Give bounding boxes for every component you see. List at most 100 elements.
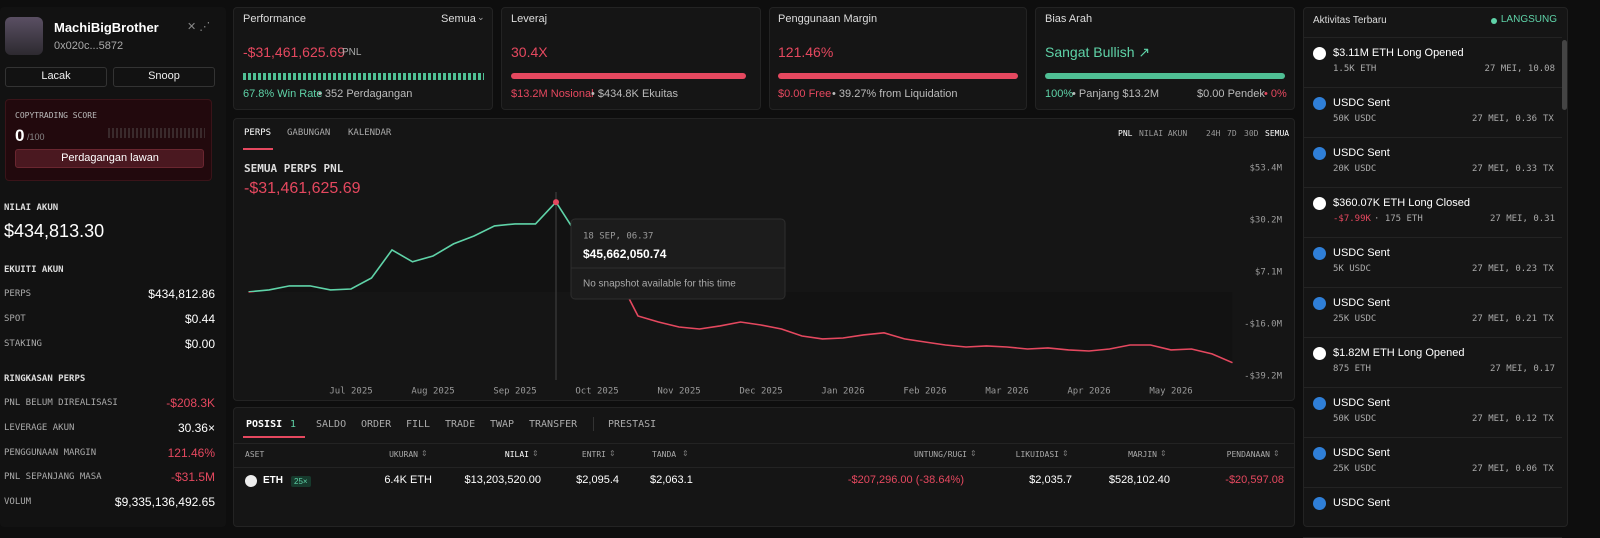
position-tab[interactable]: TWAP xyxy=(490,419,515,430)
activity-title-text[interactable]: USDC Sent xyxy=(1333,497,1390,509)
chart-toggle[interactable]: PNL xyxy=(1118,129,1133,138)
column-header[interactable]: TANDA xyxy=(652,450,677,459)
divider xyxy=(1303,137,1562,138)
activity-icon xyxy=(1313,397,1326,410)
card xyxy=(769,7,1027,110)
sidebar-panel xyxy=(0,7,226,527)
sort-icon: ⇕ xyxy=(682,449,689,458)
activity-sub: 50K USDC xyxy=(1333,414,1377,424)
button[interactable] xyxy=(113,67,215,87)
tx-link[interactable]: TX xyxy=(1543,264,1554,274)
column-header[interactable]: ASET xyxy=(245,450,265,459)
chart-tab[interactable]: GABUNGAN xyxy=(287,128,331,138)
button-label[interactable]: Perdagangan lawan xyxy=(61,152,159,164)
short: $0.00 Pendek xyxy=(1197,88,1265,100)
activity-time: 27 MEI, 10.08 xyxy=(1484,64,1555,74)
y-tick-label: -$16.0M xyxy=(1244,319,1283,329)
activity-title-text[interactable]: USDC Sent xyxy=(1333,397,1390,409)
sort-icon: ⇕ xyxy=(532,449,539,458)
count: 1 xyxy=(290,419,297,430)
sort-icon: ⇕ xyxy=(421,449,428,458)
activity-icon xyxy=(1313,297,1326,310)
range[interactable]: 24H xyxy=(1206,129,1221,138)
position-tab[interactable]: ORDER xyxy=(361,419,392,430)
score-label: COPYTRADING SCORE xyxy=(15,111,97,120)
score-max: /100 xyxy=(27,132,45,142)
liquidation: • 39.27% from Liquidation xyxy=(832,88,958,100)
activity-title-text[interactable]: $1.82M ETH Long Opened xyxy=(1333,347,1465,359)
card-title: Leveraj xyxy=(511,13,548,25)
activity-icon xyxy=(1313,447,1326,460)
row-value: -$208.3K xyxy=(166,396,215,410)
tooltip-note: No snapshot available for this time xyxy=(583,279,736,290)
leverage-bar xyxy=(511,73,746,79)
position-tab[interactable]: PRESTASI xyxy=(608,419,657,430)
column-header[interactable]: MARJIN xyxy=(1128,450,1157,459)
activity-title-text[interactable]: USDC Sent xyxy=(1333,297,1390,309)
range[interactable]: SEMUA xyxy=(1265,129,1290,138)
activity-title-text[interactable]: $360.07K ETH Long Closed xyxy=(1333,197,1470,209)
activity-icon xyxy=(1313,247,1326,260)
column-header[interactable]: PENDANAAN xyxy=(1226,450,1270,459)
dropdown[interactable]: Semua xyxy=(441,13,476,25)
leverage-badge: 25× xyxy=(291,476,311,487)
row-value: $0.00 xyxy=(184,336,215,351)
range[interactable]: 7D xyxy=(1227,129,1237,138)
activity-icon xyxy=(1313,197,1326,210)
activity-title-text[interactable]: USDC Sent xyxy=(1333,247,1390,259)
chart-tab[interactable]: KALENDAR xyxy=(348,128,392,138)
tx-link[interactable]: TX xyxy=(1543,314,1554,324)
activity-pnl: -$7.99K xyxy=(1333,214,1371,224)
chart-title: SEMUA PERPS PNL xyxy=(244,162,344,175)
column-header[interactable]: UKURAN xyxy=(389,450,418,459)
position-tab[interactable]: TRADE xyxy=(445,419,476,430)
x-tick-label: Apr 2026 xyxy=(1067,387,1110,397)
cell: -$20,597.08 xyxy=(1225,474,1284,486)
button[interactable] xyxy=(15,149,204,168)
tx-link[interactable]: TX xyxy=(1543,464,1554,474)
position-tab[interactable]: POSISI xyxy=(246,419,283,430)
asset-icon xyxy=(245,475,257,487)
button-label[interactable]: Snoop xyxy=(148,70,180,82)
section-label: NILAI AKUN xyxy=(4,203,59,213)
tx-link[interactable]: TX xyxy=(1543,164,1554,174)
row-label: PNL BELUM DIREALISASI xyxy=(4,398,118,408)
button[interactable] xyxy=(5,67,107,87)
activity-title-text[interactable]: USDC Sent xyxy=(1333,97,1390,109)
chart-tab[interactable]: PERPS xyxy=(244,128,272,138)
short-pct: • 0% xyxy=(1264,88,1287,100)
column-header[interactable]: ENTRI xyxy=(581,450,606,459)
position-tab[interactable]: FILL xyxy=(406,419,431,430)
area-positive xyxy=(248,202,1233,292)
tx-link[interactable]: TX xyxy=(1543,114,1554,124)
row-label: VOLUM xyxy=(4,497,32,508)
activity-sub: 875 ETH xyxy=(1333,364,1371,374)
divider xyxy=(1303,87,1562,88)
column-header[interactable]: LIKUIDASI xyxy=(1015,450,1059,459)
column-header[interactable]: NILAI xyxy=(504,450,529,459)
sort-icon: ⇕ xyxy=(1160,449,1167,458)
activity-icon xyxy=(1313,347,1326,360)
position-tab[interactable]: TRANSFER xyxy=(529,419,578,430)
section-label: EKUITI AKUN xyxy=(4,265,64,275)
column-header[interactable]: UNTUNG/RUGI xyxy=(914,450,967,459)
sort-icon: ⇕ xyxy=(1273,449,1280,458)
share-icons: ✕ ⋰ xyxy=(187,21,211,33)
x-tick-label: Mar 2026 xyxy=(985,387,1028,397)
button-label[interactable]: Lacak xyxy=(41,70,71,82)
activity-title-text[interactable]: USDC Sent xyxy=(1333,147,1390,159)
tx-link[interactable]: TX xyxy=(1543,414,1554,424)
position-tab[interactable]: SALDO xyxy=(316,419,347,430)
range[interactable]: 30D xyxy=(1244,129,1259,138)
trades: • 352 Perdagangan xyxy=(318,88,413,100)
activity-time: 27 MEI, 0.17 xyxy=(1489,364,1555,374)
x-tick-label: Jan 2026 xyxy=(821,387,864,397)
free: $0.00 Free xyxy=(778,88,832,100)
divider xyxy=(1303,187,1562,188)
cell: 6.4K ETH xyxy=(384,474,432,486)
activity-title-text[interactable]: $3.11M ETH Long Opened xyxy=(1333,47,1464,59)
chevron: ⌄ xyxy=(477,12,485,22)
chart-toggle[interactable]: NILAI AKUN xyxy=(1139,129,1188,138)
activity-title-text[interactable]: USDC Sent xyxy=(1333,447,1390,459)
x-tick-label: Oct 2025 xyxy=(575,387,618,397)
